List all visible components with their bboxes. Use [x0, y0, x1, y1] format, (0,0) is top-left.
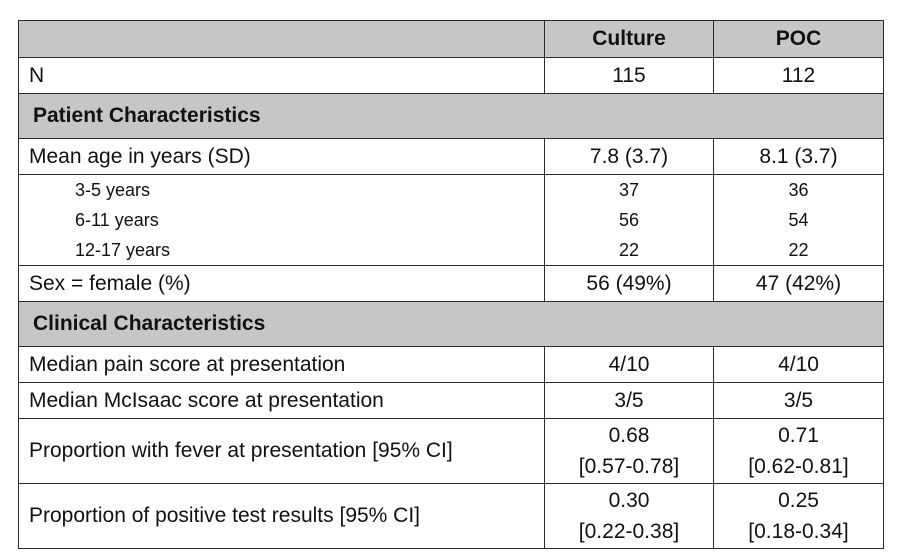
n-row: N 115 112: [18, 57, 884, 94]
age-group-poc: 36: [788, 180, 809, 200]
fever-poc-estimate: 0.71: [778, 424, 819, 447]
clinical-section-row: Clinical Characteristics: [18, 301, 884, 347]
header-blank-cell: [18, 20, 545, 58]
pain-label: Median pain score at presentation: [18, 346, 545, 383]
age-group-culture: 22: [618, 240, 640, 260]
fever-poc-ci: [0.62-0.81]: [748, 455, 849, 478]
n-label: N: [18, 57, 545, 94]
characteristics-table: Culture POC N 115 112 Patient Characteri…: [18, 20, 884, 549]
poc-column-header: POC: [713, 20, 884, 58]
positive-poc-estimate: 0.25: [778, 489, 819, 512]
header-row: Culture POC: [18, 20, 884, 58]
age-group-poc: 22: [788, 240, 809, 260]
n-culture: 115: [544, 57, 714, 94]
positive-culture-ci: [0.22-0.38]: [578, 520, 680, 543]
sex-label: Sex = female (%): [18, 265, 545, 302]
mcisaac-row: Median McIsaac score at presentation 3/5…: [18, 382, 884, 419]
patient-section-heading: Patient Characteristics: [18, 93, 884, 139]
sex-poc: 47 (42%): [713, 265, 884, 302]
mean-age-label: Mean age in years (SD): [18, 138, 545, 175]
positive-culture-cell: 0.30 [0.22-0.38]: [544, 483, 714, 549]
fever-label: Proportion with fever at presentation [9…: [18, 418, 545, 484]
clinical-section-heading: Clinical Characteristics: [18, 301, 884, 347]
age-group-culture-values: 37 56 22: [544, 174, 714, 266]
n-poc: 112: [713, 57, 884, 94]
positive-label: Proportion of positive test results [95%…: [18, 483, 545, 549]
culture-column-header: Culture: [544, 20, 714, 58]
fever-row: Proportion with fever at presentation [9…: [18, 418, 884, 484]
patient-section-row: Patient Characteristics: [18, 93, 884, 139]
positive-row: Proportion of positive test results [95%…: [18, 483, 884, 549]
pain-poc: 4/10: [713, 346, 884, 383]
mean-age-poc: 8.1 (3.7): [713, 138, 884, 175]
sex-row: Sex = female (%) 56 (49%) 47 (42%): [18, 265, 884, 302]
age-groups-row: 3-5 years 6-11 years 12-17 years 37 56 2…: [18, 174, 884, 266]
mcisaac-label: Median McIsaac score at presentation: [18, 382, 545, 419]
age-group-poc: 54: [788, 210, 809, 230]
age-group-label: 3-5 years: [75, 180, 151, 200]
age-group-labels: 3-5 years 6-11 years 12-17 years: [18, 174, 545, 266]
mcisaac-culture: 3/5: [544, 382, 714, 419]
positive-poc-ci: [0.18-0.34]: [748, 520, 849, 543]
sex-culture: 56 (49%): [544, 265, 714, 302]
fever-culture-estimate: 0.68: [608, 424, 650, 447]
pain-culture: 4/10: [544, 346, 714, 383]
age-group-poc-values: 36 54 22: [713, 174, 884, 266]
fever-culture-ci: [0.57-0.78]: [578, 455, 680, 478]
mean-age-culture: 7.8 (3.7): [544, 138, 714, 175]
fever-culture-cell: 0.68 [0.57-0.78]: [544, 418, 714, 484]
age-group-label: 6-11 years: [75, 210, 159, 230]
age-group-culture: 56: [618, 210, 640, 230]
mean-age-row: Mean age in years (SD) 7.8 (3.7) 8.1 (3.…: [18, 138, 884, 175]
pain-row: Median pain score at presentation 4/10 4…: [18, 346, 884, 383]
age-group-culture: 37: [618, 180, 640, 200]
fever-poc-cell: 0.71 [0.62-0.81]: [713, 418, 884, 484]
mcisaac-poc: 3/5: [713, 382, 884, 419]
positive-culture-estimate: 0.30: [608, 489, 650, 512]
age-group-label: 12-17 years: [75, 240, 171, 260]
positive-poc-cell: 0.25 [0.18-0.34]: [713, 483, 884, 549]
